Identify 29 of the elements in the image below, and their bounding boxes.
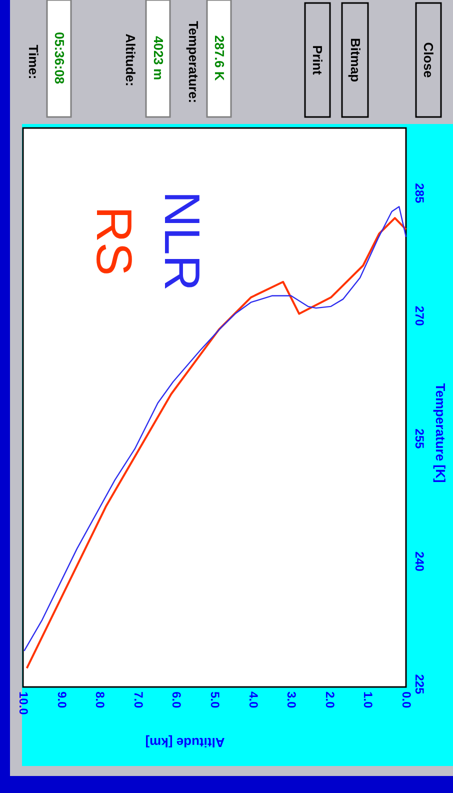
x-axis-title: Altitude [km]: [145, 735, 225, 750]
text: Bitmap: [348, 38, 363, 82]
x-tick-label: 3.0: [284, 692, 299, 709]
x-tick-label: 9.0: [54, 692, 69, 709]
y-tick-label: 225: [412, 674, 426, 695]
y-tick-label: 255: [412, 428, 426, 450]
text: 4023 m: [151, 36, 166, 80]
text: 05:36:08: [52, 32, 67, 84]
x-tick-label: 8.0: [93, 692, 108, 709]
text: Temperature:: [186, 20, 201, 104]
text: Altitude:: [123, 34, 138, 86]
x-tick-label: 0.0: [400, 692, 414, 709]
x-tick-label: 4.0: [246, 692, 260, 709]
text: Print: [310, 45, 325, 76]
x-tick-label: 7.0: [131, 692, 146, 709]
x-tick-label: 5.0: [208, 692, 222, 709]
y-tick-label: 270: [412, 306, 426, 326]
x-tick-label: 1.0: [361, 692, 376, 709]
text: Close: [421, 42, 436, 78]
y-tick-label: 285: [412, 183, 426, 204]
text: 287.6 K: [212, 35, 227, 82]
text: RS: [86, 206, 142, 276]
y-tick-label: 240: [412, 551, 426, 572]
text: NLR: [154, 190, 210, 292]
x-tick-label: 6.0: [170, 692, 184, 709]
x-tick-label: 10.0: [16, 692, 30, 716]
text: Time:: [26, 44, 41, 80]
x-tick-label: 2.0: [322, 692, 337, 709]
y-axis-title: Temperature [K]: [433, 383, 448, 483]
